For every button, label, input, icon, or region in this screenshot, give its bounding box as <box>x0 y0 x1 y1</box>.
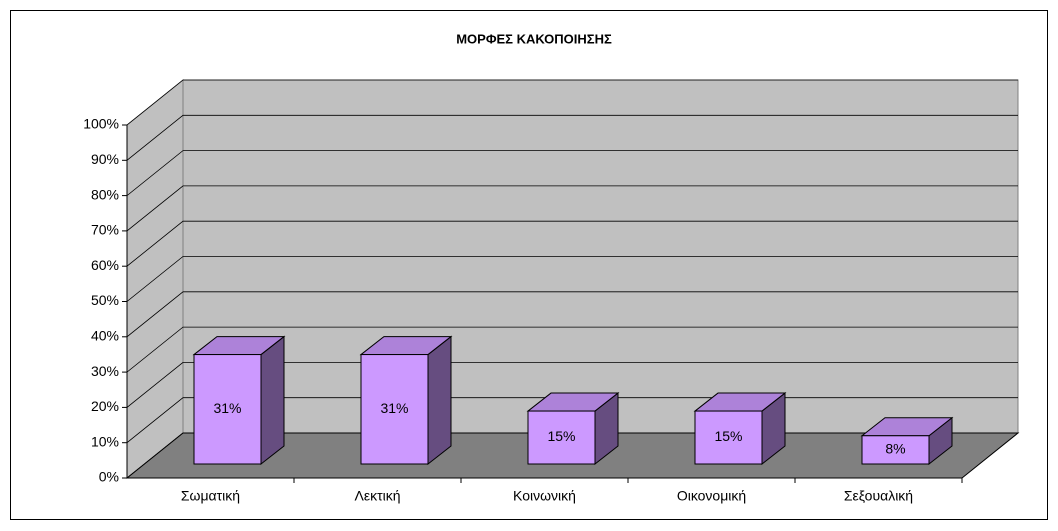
grid-line <box>126 361 1018 408</box>
bar <box>527 410 596 465</box>
chart-title: ΜΟΡΦΕΣ ΚΑΚΟΠΟΙΗΣΗΣ <box>456 31 612 46</box>
bar <box>360 354 429 465</box>
grid-line <box>126 291 1018 338</box>
bar-side <box>260 335 285 466</box>
y-tick-label: 40% <box>91 328 119 344</box>
bar <box>861 435 930 465</box>
grid-line <box>126 326 1018 373</box>
grid-line <box>126 79 1018 126</box>
y-tick-label: 20% <box>91 398 119 414</box>
data-label: 15% <box>714 428 742 444</box>
grid-line <box>126 150 1018 196</box>
y-tick-label: 0% <box>99 469 119 485</box>
grid-line <box>126 256 1018 302</box>
data-label: 31% <box>213 400 241 416</box>
y-tick-label: 100% <box>83 116 119 132</box>
x-tick-label: Σωματική <box>181 488 240 504</box>
y-tick-label: 50% <box>91 292 119 308</box>
y-tick-label: 30% <box>91 363 119 379</box>
y-tick-label: 60% <box>91 257 119 273</box>
bar <box>694 410 763 465</box>
x-tick-label: Κοινωνική <box>513 488 576 504</box>
bar-side <box>427 335 452 466</box>
x-tick-label: Λεκτική <box>354 488 400 504</box>
data-label: 31% <box>380 400 408 416</box>
x-tick-label: Σεξουαλική <box>844 488 913 504</box>
grid-line <box>126 114 1018 161</box>
y-tick-label: 90% <box>91 151 119 167</box>
grid-line <box>126 220 1018 267</box>
y-tick-label: 70% <box>91 222 119 238</box>
bar <box>193 354 262 465</box>
grid-line <box>126 185 1018 232</box>
x-tick-label: Οικονομική <box>677 488 746 504</box>
y-tick-label: 80% <box>91 186 119 202</box>
y-tick-label: 10% <box>91 433 119 449</box>
data-label: 8% <box>885 441 905 457</box>
data-label: 15% <box>547 428 575 444</box>
